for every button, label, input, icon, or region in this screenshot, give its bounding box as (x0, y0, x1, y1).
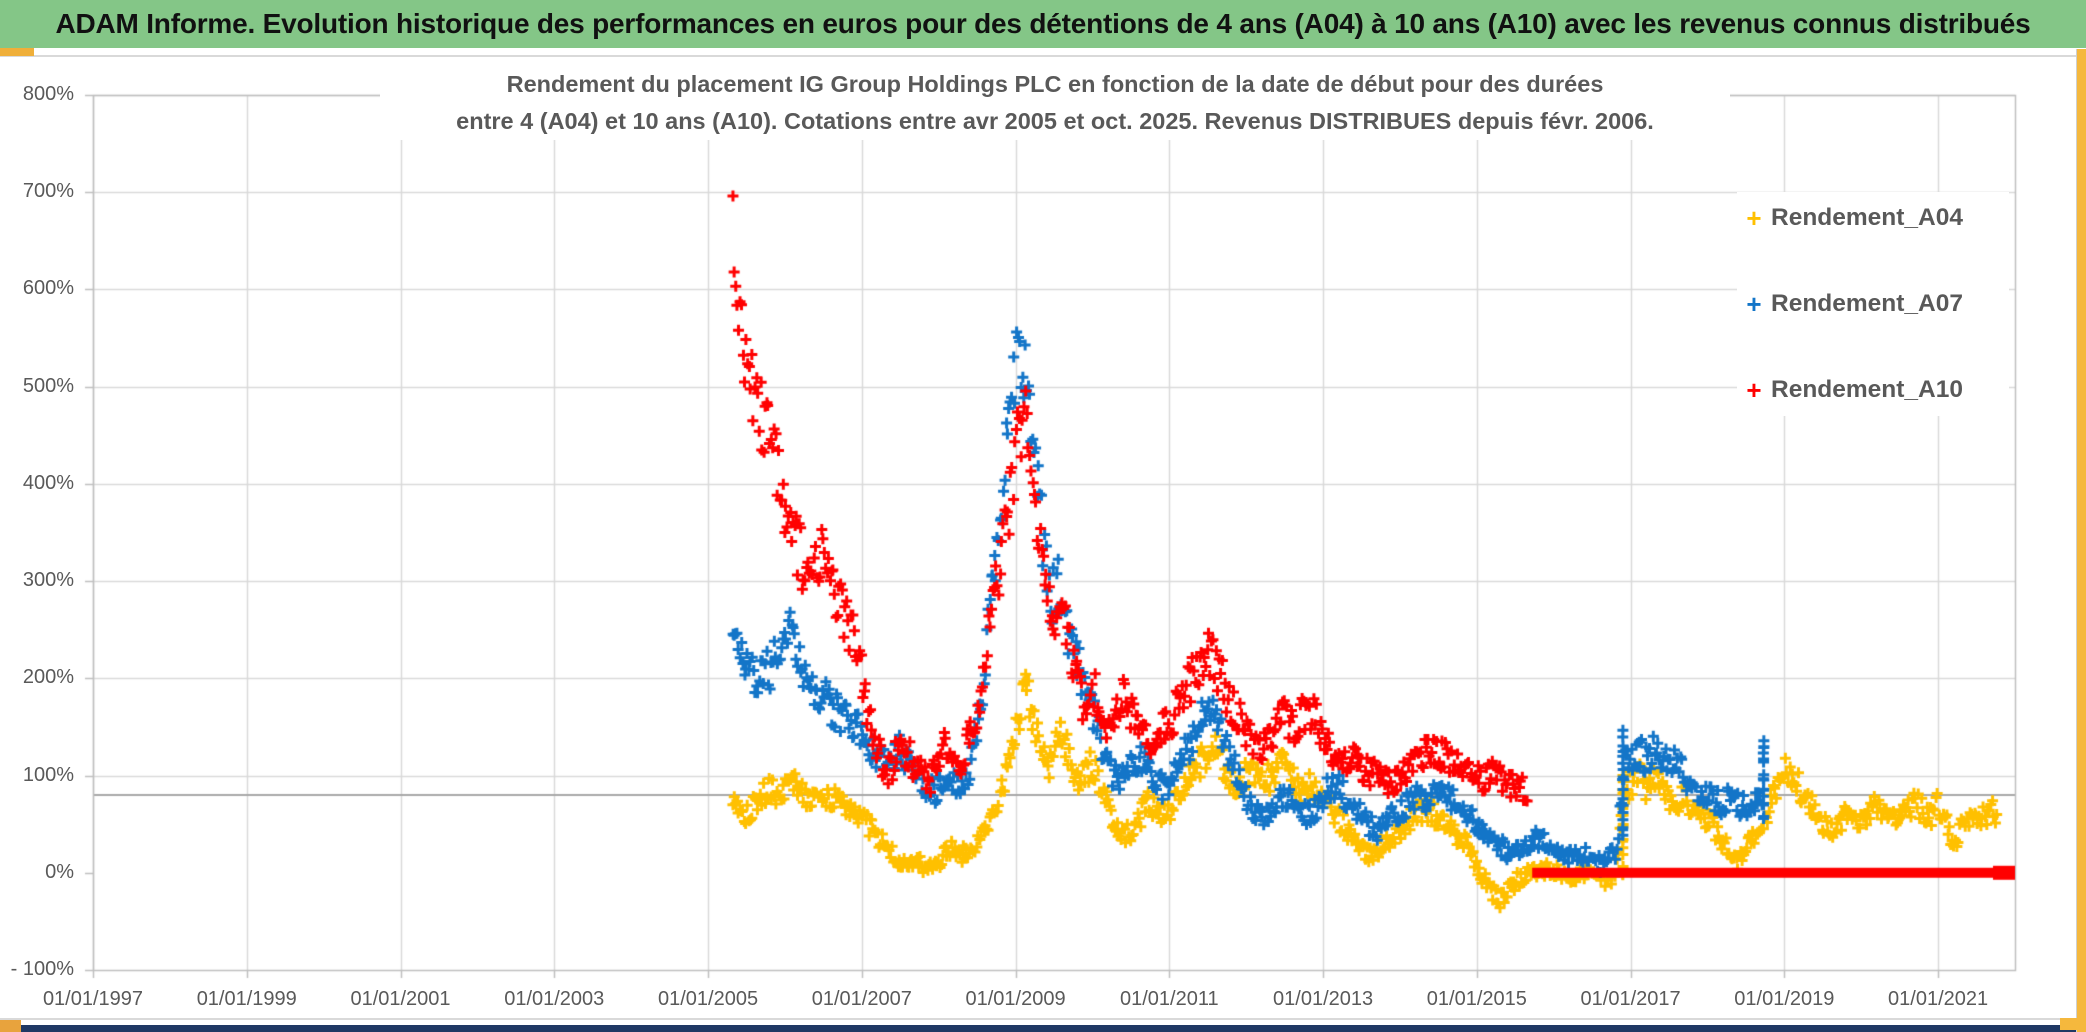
bottom-yellow-square (0, 1020, 21, 1032)
x-tick-label: 01/01/2013 (1273, 988, 1374, 1010)
x-tick-label: 01/01/2017 (1580, 988, 1681, 1010)
legend-label: Rendement_A07 (1771, 290, 1963, 317)
header-title: ADAM Informe. Evolution historique des p… (55, 8, 2031, 39)
x-tick-label: 01/01/2009 (965, 988, 1066, 1010)
x-tick-label: 01/01/2001 (350, 988, 451, 1010)
x-tick-label: 01/01/2011 (1120, 988, 1219, 1010)
legend-item-rendement_a07[interactable]: + Rendement_A07 (1737, 284, 2009, 324)
legend-plus-marker-icon: + (1746, 375, 1762, 405)
x-tick-label: 01/01/2019 (1734, 988, 1835, 1010)
legend-label: Rendement_A04 (1771, 204, 1963, 231)
y-tick-label: 600% (22, 277, 74, 300)
chart-legend: + Rendement_A04 + Rendement_A07 + Rendement_A… (1737, 192, 2009, 416)
y-tick-label: 500% (22, 374, 74, 397)
y-tick-label: 100% (22, 763, 74, 786)
y-tick-label: 300% (22, 569, 74, 592)
legend-plus-marker-icon: + (1746, 203, 1762, 233)
chart-title: Rendement du placement IG Group Holdings… (380, 66, 1730, 140)
legend-item-rendement_a10[interactable]: + Rendement_A10 (1737, 370, 2009, 410)
header-banner: ADAM Informe. Evolution historique des p… (0, 0, 2086, 48)
x-tick-label: 01/01/2021 (1888, 988, 1989, 1010)
y-tick-label: 700% (22, 180, 74, 203)
x-tick-label: 01/01/1997 (42, 988, 144, 1010)
x-tick-label: 01/01/2015 (1426, 988, 1527, 1010)
x-tick-label: 01/01/2007 (811, 988, 912, 1010)
x-tick-label: 01/01/2005 (657, 988, 759, 1010)
legend-item-rendement_a04[interactable]: + Rendement_A04 (1737, 198, 2009, 238)
chart-title-line2: entre 4 (A04) et 10 ans (A10). Cotations… (456, 108, 1654, 134)
y-tick-label: 200% (22, 666, 74, 689)
corner-yellow-accent (2060, 1018, 2086, 1030)
header-separator (0, 55, 2086, 57)
x-tick-label: 01/01/2003 (504, 988, 605, 1010)
bottom-separator (0, 1018, 2086, 1020)
yellow-accent-left (0, 48, 34, 56)
y-tick-label: 800% (22, 83, 74, 105)
y-tick-label: 0% (45, 860, 74, 883)
legend-plus-marker-icon: + (1746, 289, 1762, 319)
legend-label: Rendement_A10 (1771, 376, 1963, 403)
chart-title-line1: Rendement du placement IG Group Holdings… (506, 71, 1604, 97)
x-tick-label: 01/01/1999 (196, 988, 297, 1010)
bottom-navy-bar (0, 1025, 2086, 1032)
y-tick-label: - 100% (10, 958, 74, 980)
y-tick-label: 400% (22, 471, 74, 494)
right-yellow-stripe (2076, 49, 2086, 1032)
